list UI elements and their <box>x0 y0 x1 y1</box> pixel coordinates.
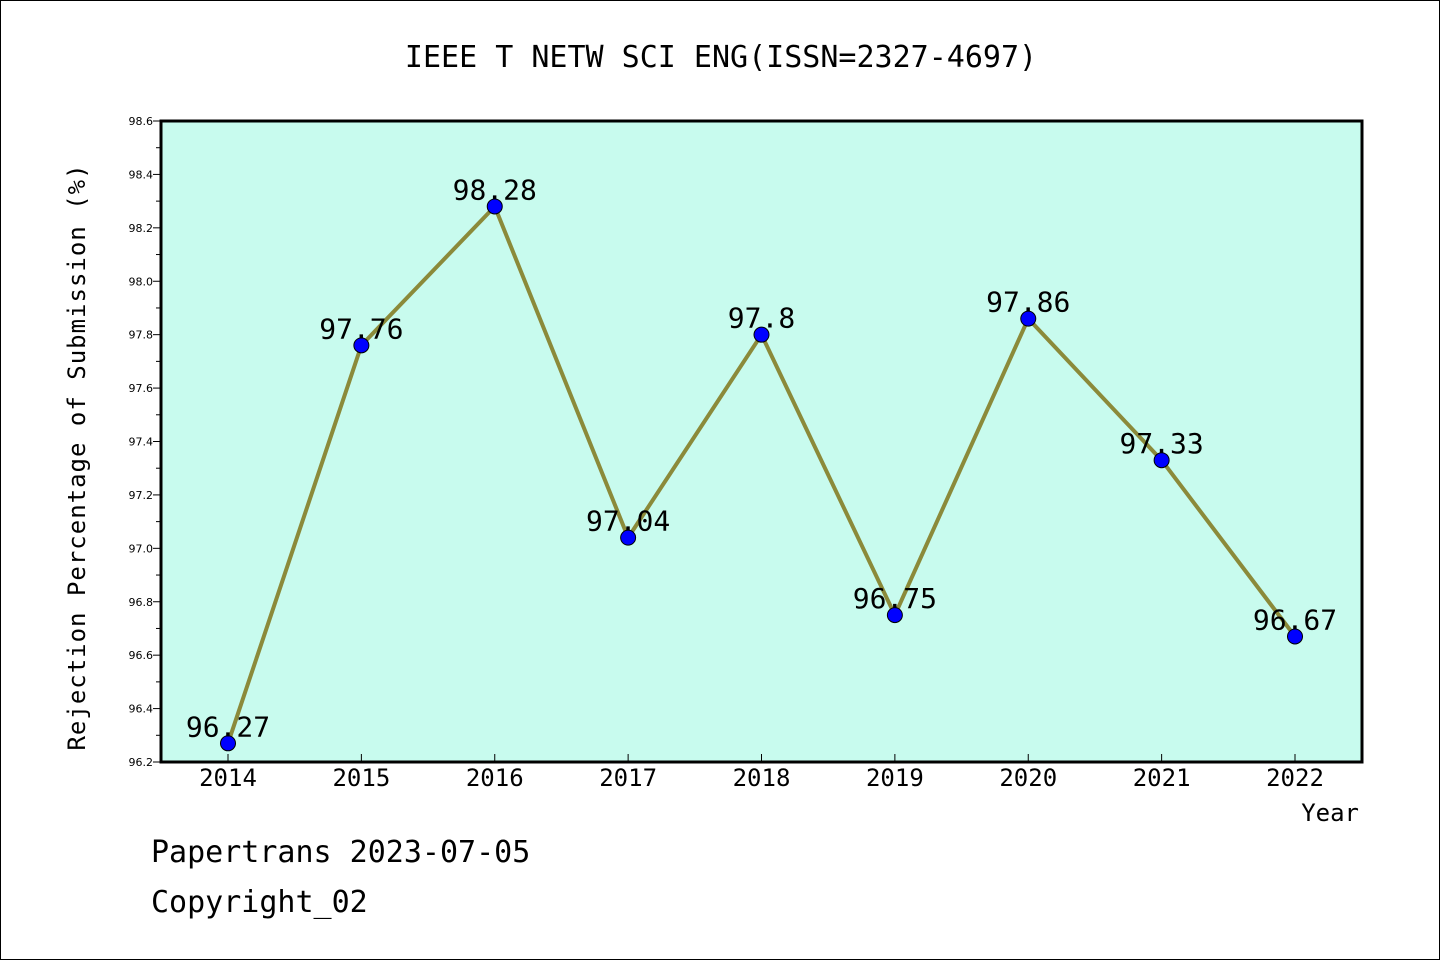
x-axis-label: Year <box>1301 799 1359 827</box>
data-point <box>753 326 770 343</box>
data-point <box>620 529 637 546</box>
data-label: 97.33 <box>1119 427 1203 460</box>
data-label: 97.04 <box>586 505 670 538</box>
y-tick-label: 96.4 <box>129 703 154 716</box>
data-point <box>1287 628 1303 645</box>
y-tick-label: 97.2 <box>129 489 154 502</box>
data-label: 97.8 <box>728 302 795 335</box>
x-tick-label: 2015 <box>332 764 390 792</box>
x-tick-label: 2014 <box>199 764 257 792</box>
x-tick-label: 2018 <box>733 764 791 792</box>
y-tick-label: 98.4 <box>129 168 154 181</box>
data-label: 96.75 <box>853 582 937 615</box>
y-tick-label: 96.2 <box>129 756 154 769</box>
x-axis: 2014 2015 2016 2017 2018 2019 2020 2021 2022 <box>199 754 1324 792</box>
footer-date: Papertrans 2023-07-05 <box>151 835 531 870</box>
x-tick-label: 2016 <box>466 764 524 792</box>
data-label: 97.76 <box>319 312 403 345</box>
y-tick-label: 96.6 <box>129 649 154 662</box>
y-axis-label: Rejection Percentage of Submission (%) <box>63 163 91 750</box>
data-label: 96.27 <box>186 710 270 743</box>
y-tick-label: 97.0 <box>129 542 154 555</box>
data-label: 98.28 <box>453 173 537 206</box>
data-point <box>220 735 236 752</box>
y-tick-label: 98.0 <box>129 275 154 288</box>
data-point <box>1153 452 1170 469</box>
data-label: 97.86 <box>986 286 1070 319</box>
y-tick-label: 97.4 <box>129 436 154 449</box>
footer-copyright: Copyright_02 <box>151 885 368 920</box>
x-tick-label: 2017 <box>599 764 657 792</box>
plot-area <box>159 119 1364 764</box>
x-tick-label: 2020 <box>999 764 1057 792</box>
data-label: 96.67 <box>1253 603 1337 636</box>
data-point <box>886 607 903 624</box>
y-tick-label: 97.8 <box>129 329 154 342</box>
y-tick-label: 96.8 <box>129 596 154 609</box>
chart-title: IEEE T NETW SCI ENG(ISSN=2327-4697) <box>405 40 1037 75</box>
data-point <box>1020 310 1037 327</box>
y-tick-label: 98.6 <box>129 115 154 128</box>
data-point <box>353 337 370 354</box>
x-tick-label: 2022 <box>1266 764 1324 792</box>
x-tick-label: 2021 <box>1133 764 1191 792</box>
y-tick-label: 98.2 <box>129 222 154 235</box>
x-tick-label: 2019 <box>866 764 924 792</box>
series-layer: 96.27 97.76 98.28 97.04 97.8 96.75 97.86 97.33 9… <box>186 173 1337 752</box>
y-axis: 96.2 96.4 96.6 96.8 97.0 97.2 97.4 97.6 97.8 98.0… <box>129 115 160 769</box>
data-point <box>486 198 503 215</box>
y-tick-label: 97.6 <box>129 382 154 395</box>
